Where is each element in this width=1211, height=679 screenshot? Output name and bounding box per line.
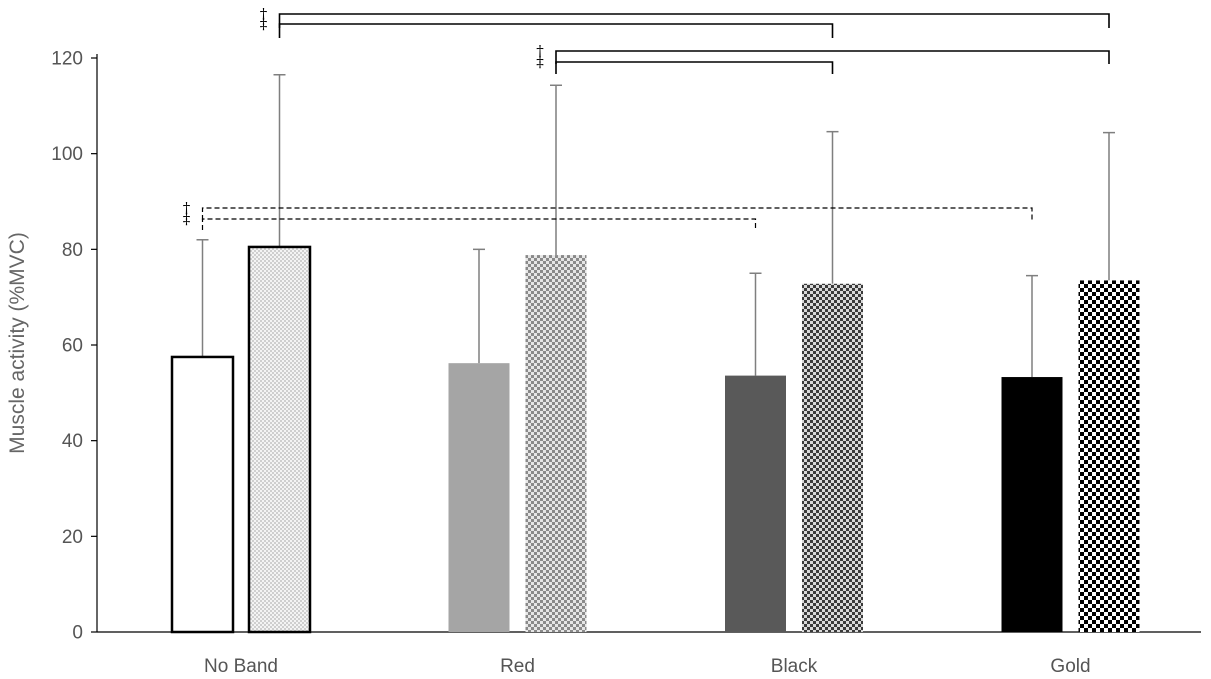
y-axis: 0 20 40 60 80 100 120	[51, 49, 98, 644]
bar-solid	[725, 375, 786, 632]
significance-bracket	[555, 50, 1110, 64]
significance-symbol: ‡	[536, 53, 544, 71]
bar-checkered	[1078, 280, 1140, 632]
y-tick-label: 80	[62, 240, 83, 261]
x-axis: No Band Red Black Gold	[97, 631, 1201, 677]
x-tick-label: Red	[500, 656, 535, 677]
significance-symbol: ‡	[260, 15, 268, 33]
bars	[170, 245, 1140, 634]
bar-checkered	[247, 245, 312, 634]
significance-bracket	[278, 13, 1110, 28]
x-tick-label: No Band	[204, 656, 278, 677]
significance-bracket	[201, 207, 1033, 220]
significance-symbol: ‡	[183, 210, 191, 228]
y-tick-label: 0	[72, 623, 83, 644]
bar-solid	[448, 363, 510, 632]
bar-solid	[1001, 377, 1063, 632]
significance-symbol: †	[260, 5, 268, 23]
error-bars	[196, 73, 1115, 378]
x-tick-label: Black	[771, 656, 818, 677]
y-tick-label: 100	[51, 144, 83, 165]
x-tick-label: Gold	[1050, 656, 1090, 677]
significance-symbol: †	[183, 199, 191, 217]
bar-checkered	[525, 255, 587, 632]
significance-symbol: †	[536, 42, 544, 60]
significance-bracket	[201, 218, 757, 230]
bar-solid	[170, 355, 235, 634]
y-tick-label: 40	[62, 431, 83, 452]
y-tick-label: 60	[62, 336, 83, 357]
significance-bracket	[278, 23, 834, 38]
significance-brackets: †‡†‡†‡	[183, 5, 1110, 230]
y-tick-label: 120	[51, 49, 83, 70]
significance-bracket	[555, 61, 834, 74]
y-tick-label: 20	[62, 527, 83, 548]
y-axis-title: Muscle activity (%MVC)	[6, 232, 29, 454]
bar-checkered	[802, 283, 863, 632]
